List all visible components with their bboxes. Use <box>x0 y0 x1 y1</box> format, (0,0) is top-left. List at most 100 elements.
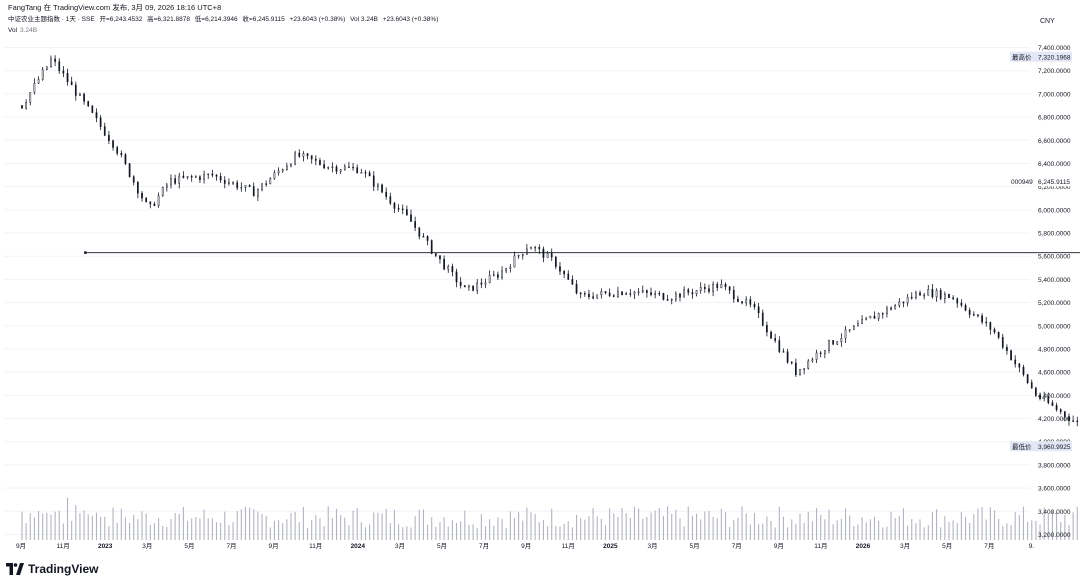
candle-body <box>509 266 512 269</box>
candle-body <box>153 203 156 206</box>
volume-bar <box>716 518 718 540</box>
currency-label[interactable]: CNY <box>1040 18 1055 25</box>
last-price-badge <box>1036 176 1076 187</box>
close-value: 收=6,245.9115 <box>242 16 285 23</box>
x-axis-tick-label: 9月 <box>521 542 531 550</box>
volume-bar <box>774 527 776 540</box>
candle-body <box>410 214 412 222</box>
volume-bar <box>807 511 809 540</box>
volume-bar <box>79 513 81 540</box>
candle-body <box>199 176 201 180</box>
volume-bar <box>315 515 317 540</box>
volume-bar <box>650 512 652 540</box>
candle-body <box>141 192 143 199</box>
volume-bar <box>406 526 408 540</box>
candle-body <box>832 340 834 345</box>
volume-bar <box>249 507 251 540</box>
candle-body <box>741 301 743 304</box>
y-axis-tick-label: 7,000.0000 <box>1038 91 1071 98</box>
volume-bar <box>46 512 48 540</box>
vol-value: Vol 3.24B <box>350 16 378 23</box>
candle-body <box>240 187 243 189</box>
candle-body <box>128 163 131 177</box>
volume-bar <box>191 518 193 540</box>
candle-body <box>74 84 77 96</box>
candle-body <box>952 297 954 300</box>
volume-bar <box>857 524 859 540</box>
candle-body <box>385 191 388 197</box>
volume-bar <box>348 525 350 540</box>
candle-body <box>372 175 375 187</box>
candle-body <box>70 81 73 86</box>
volume-bar <box>844 508 847 540</box>
volume-bar <box>203 509 205 540</box>
volume-bar <box>745 513 747 540</box>
symbol-name[interactable]: 中证农业主题指数 · 1天 · SSE <box>8 16 95 23</box>
candle-body <box>732 289 735 300</box>
candle-body <box>244 184 247 188</box>
volume-bar <box>683 526 685 540</box>
y-axis-tick-label: 7,200.0000 <box>1038 68 1071 75</box>
volume-bar <box>71 520 73 540</box>
volume-bar <box>936 509 938 540</box>
candle-body <box>567 273 570 280</box>
candle-body <box>815 352 818 360</box>
volume-bar <box>733 519 735 540</box>
candle-body <box>145 197 147 203</box>
candle-body <box>997 331 1000 338</box>
candle-body <box>319 160 321 165</box>
candle-body <box>679 293 681 298</box>
volume-bar <box>472 524 474 540</box>
volume-bar <box>306 527 309 540</box>
volume-bar <box>54 511 56 540</box>
volume-bar <box>158 518 160 540</box>
volume-bar <box>708 510 710 540</box>
volume-bar <box>451 520 453 540</box>
volume-bar <box>443 517 445 540</box>
y-axis-tick-label: 6,000.0000 <box>1038 207 1071 214</box>
volume-bar <box>141 511 143 540</box>
volume-bar <box>389 522 391 540</box>
candle-body <box>45 66 48 70</box>
candle-body <box>468 285 470 288</box>
candle-body <box>79 93 81 96</box>
candle-body <box>861 319 863 325</box>
candle-body <box>137 181 139 194</box>
candle-body <box>476 282 479 291</box>
volume-bar <box>654 510 656 540</box>
candle-body <box>935 290 938 298</box>
volume-legend[interactable]: Vol 3.24B <box>8 26 37 35</box>
tradingview-logo[interactable]: TradingView <box>6 562 98 576</box>
volume-bar <box>501 518 503 540</box>
y-axis-tick-label: 6,600.0000 <box>1038 138 1071 145</box>
candle-body <box>600 291 603 296</box>
volume-bar <box>120 508 122 540</box>
candle-body <box>443 258 445 270</box>
candle-body <box>294 152 296 165</box>
y-axis-tick-label: 6,400.0000 <box>1038 161 1071 168</box>
candle-body <box>182 175 185 178</box>
candle-body <box>95 112 98 119</box>
candle-body <box>306 153 309 156</box>
volume-bar <box>220 522 222 540</box>
candle-body <box>559 266 561 272</box>
candle-body <box>550 253 553 258</box>
volume-bar <box>253 509 255 540</box>
y-axis-tick-label: 4,800.0000 <box>1038 346 1071 353</box>
candle-body <box>41 69 44 80</box>
candle-body <box>745 299 748 304</box>
volume-bar <box>232 522 234 540</box>
candle-body <box>1001 337 1004 348</box>
volume-bar <box>62 523 64 540</box>
volume-bar <box>799 513 801 540</box>
volume-bar <box>393 509 395 540</box>
volume-bar <box>894 517 896 540</box>
candle-body <box>91 105 94 113</box>
candle-body <box>778 340 781 352</box>
x-axis-tick-label: 5月 <box>690 542 700 550</box>
candle-body <box>29 92 32 103</box>
volume-bar <box>414 516 416 540</box>
candle-body <box>596 294 599 299</box>
candle-body <box>840 337 843 343</box>
